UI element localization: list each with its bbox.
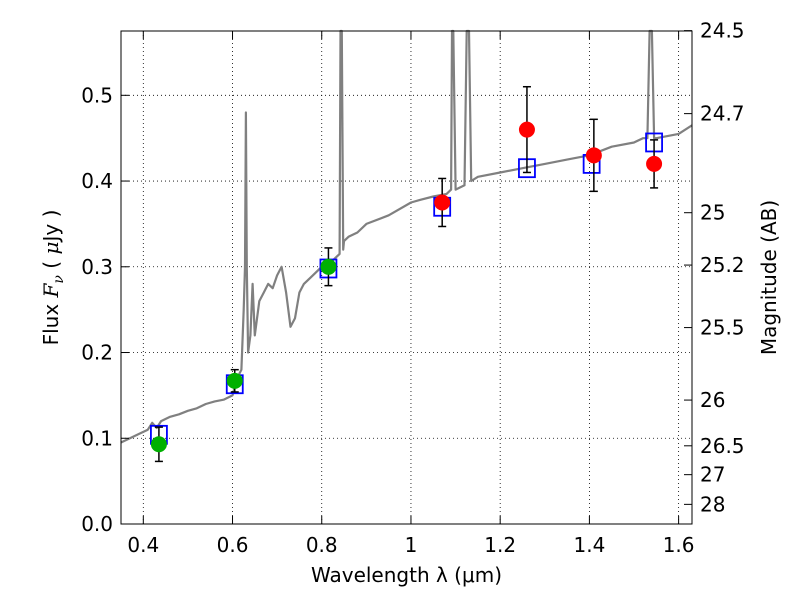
y-axis-title: Flux Fν ( μJy ) [39,210,67,346]
data-point-green [226,372,243,389]
y2-tick-label: 26.5 [700,434,745,458]
y2-tick-label: 26 [700,388,725,412]
y2-axis-title: Magnitude (AB) [757,200,781,355]
y-tick-label: 0.0 [81,512,113,536]
spectrum-line [120,29,693,444]
data-point-red [518,121,535,138]
x-tick-label: 1 [405,533,418,557]
y-title-nu: ν [51,275,67,284]
x-tick-label: 0.8 [306,533,338,557]
y-title-part-1: Flux [39,297,63,345]
x-axis-title: Wavelength λ (μm) [311,563,502,587]
y-tick-label: 0.4 [81,169,113,193]
y-title-mu: μ [39,242,63,255]
data-point-red [434,194,451,211]
tick-labels: 0.4 0.6 0.8 1 1.2 1.4 1.6 0.0 0.1 0.2 0.3 0.4 0.5 24.… [81,19,744,557]
y-title-F: F [39,282,63,298]
y-tick-label: 0.2 [81,341,113,365]
y2-tick-label: 25 [700,201,725,225]
x-tick-label: 0.4 [127,533,159,557]
x-tick-label: 1.4 [573,533,605,557]
y-title-part-3: Jy ) [39,210,63,244]
y2-tick-label: 24.5 [700,19,745,43]
axis-ticks [121,30,692,525]
plot-frame [120,30,693,525]
grid-lines [121,31,692,525]
observed-photometry-series [150,121,663,453]
y2-tick-label: 25.5 [700,316,745,340]
y2-tick-label: 28 [700,492,725,516]
spectrum-series [120,29,693,444]
x-tick-label: 1.2 [484,533,516,557]
x-tick-label: 1.6 [663,533,695,557]
y2-tick-label: 24.7 [700,102,745,126]
y2-tick-label: 27 [700,463,725,487]
x-tick-label: 0.6 [217,533,249,557]
y-title-part-2: ( [39,255,63,276]
y-tick-label: 0.5 [81,83,113,107]
error-bars [154,85,659,463]
data-point-red [646,155,663,172]
y-tick-label: 0.3 [81,255,113,279]
data-point-green [320,258,337,275]
y2-tick-label: 25.2 [700,253,745,277]
data-point-green [150,436,167,453]
data-point-red [585,147,602,164]
y-tick-label: 0.1 [81,426,113,450]
